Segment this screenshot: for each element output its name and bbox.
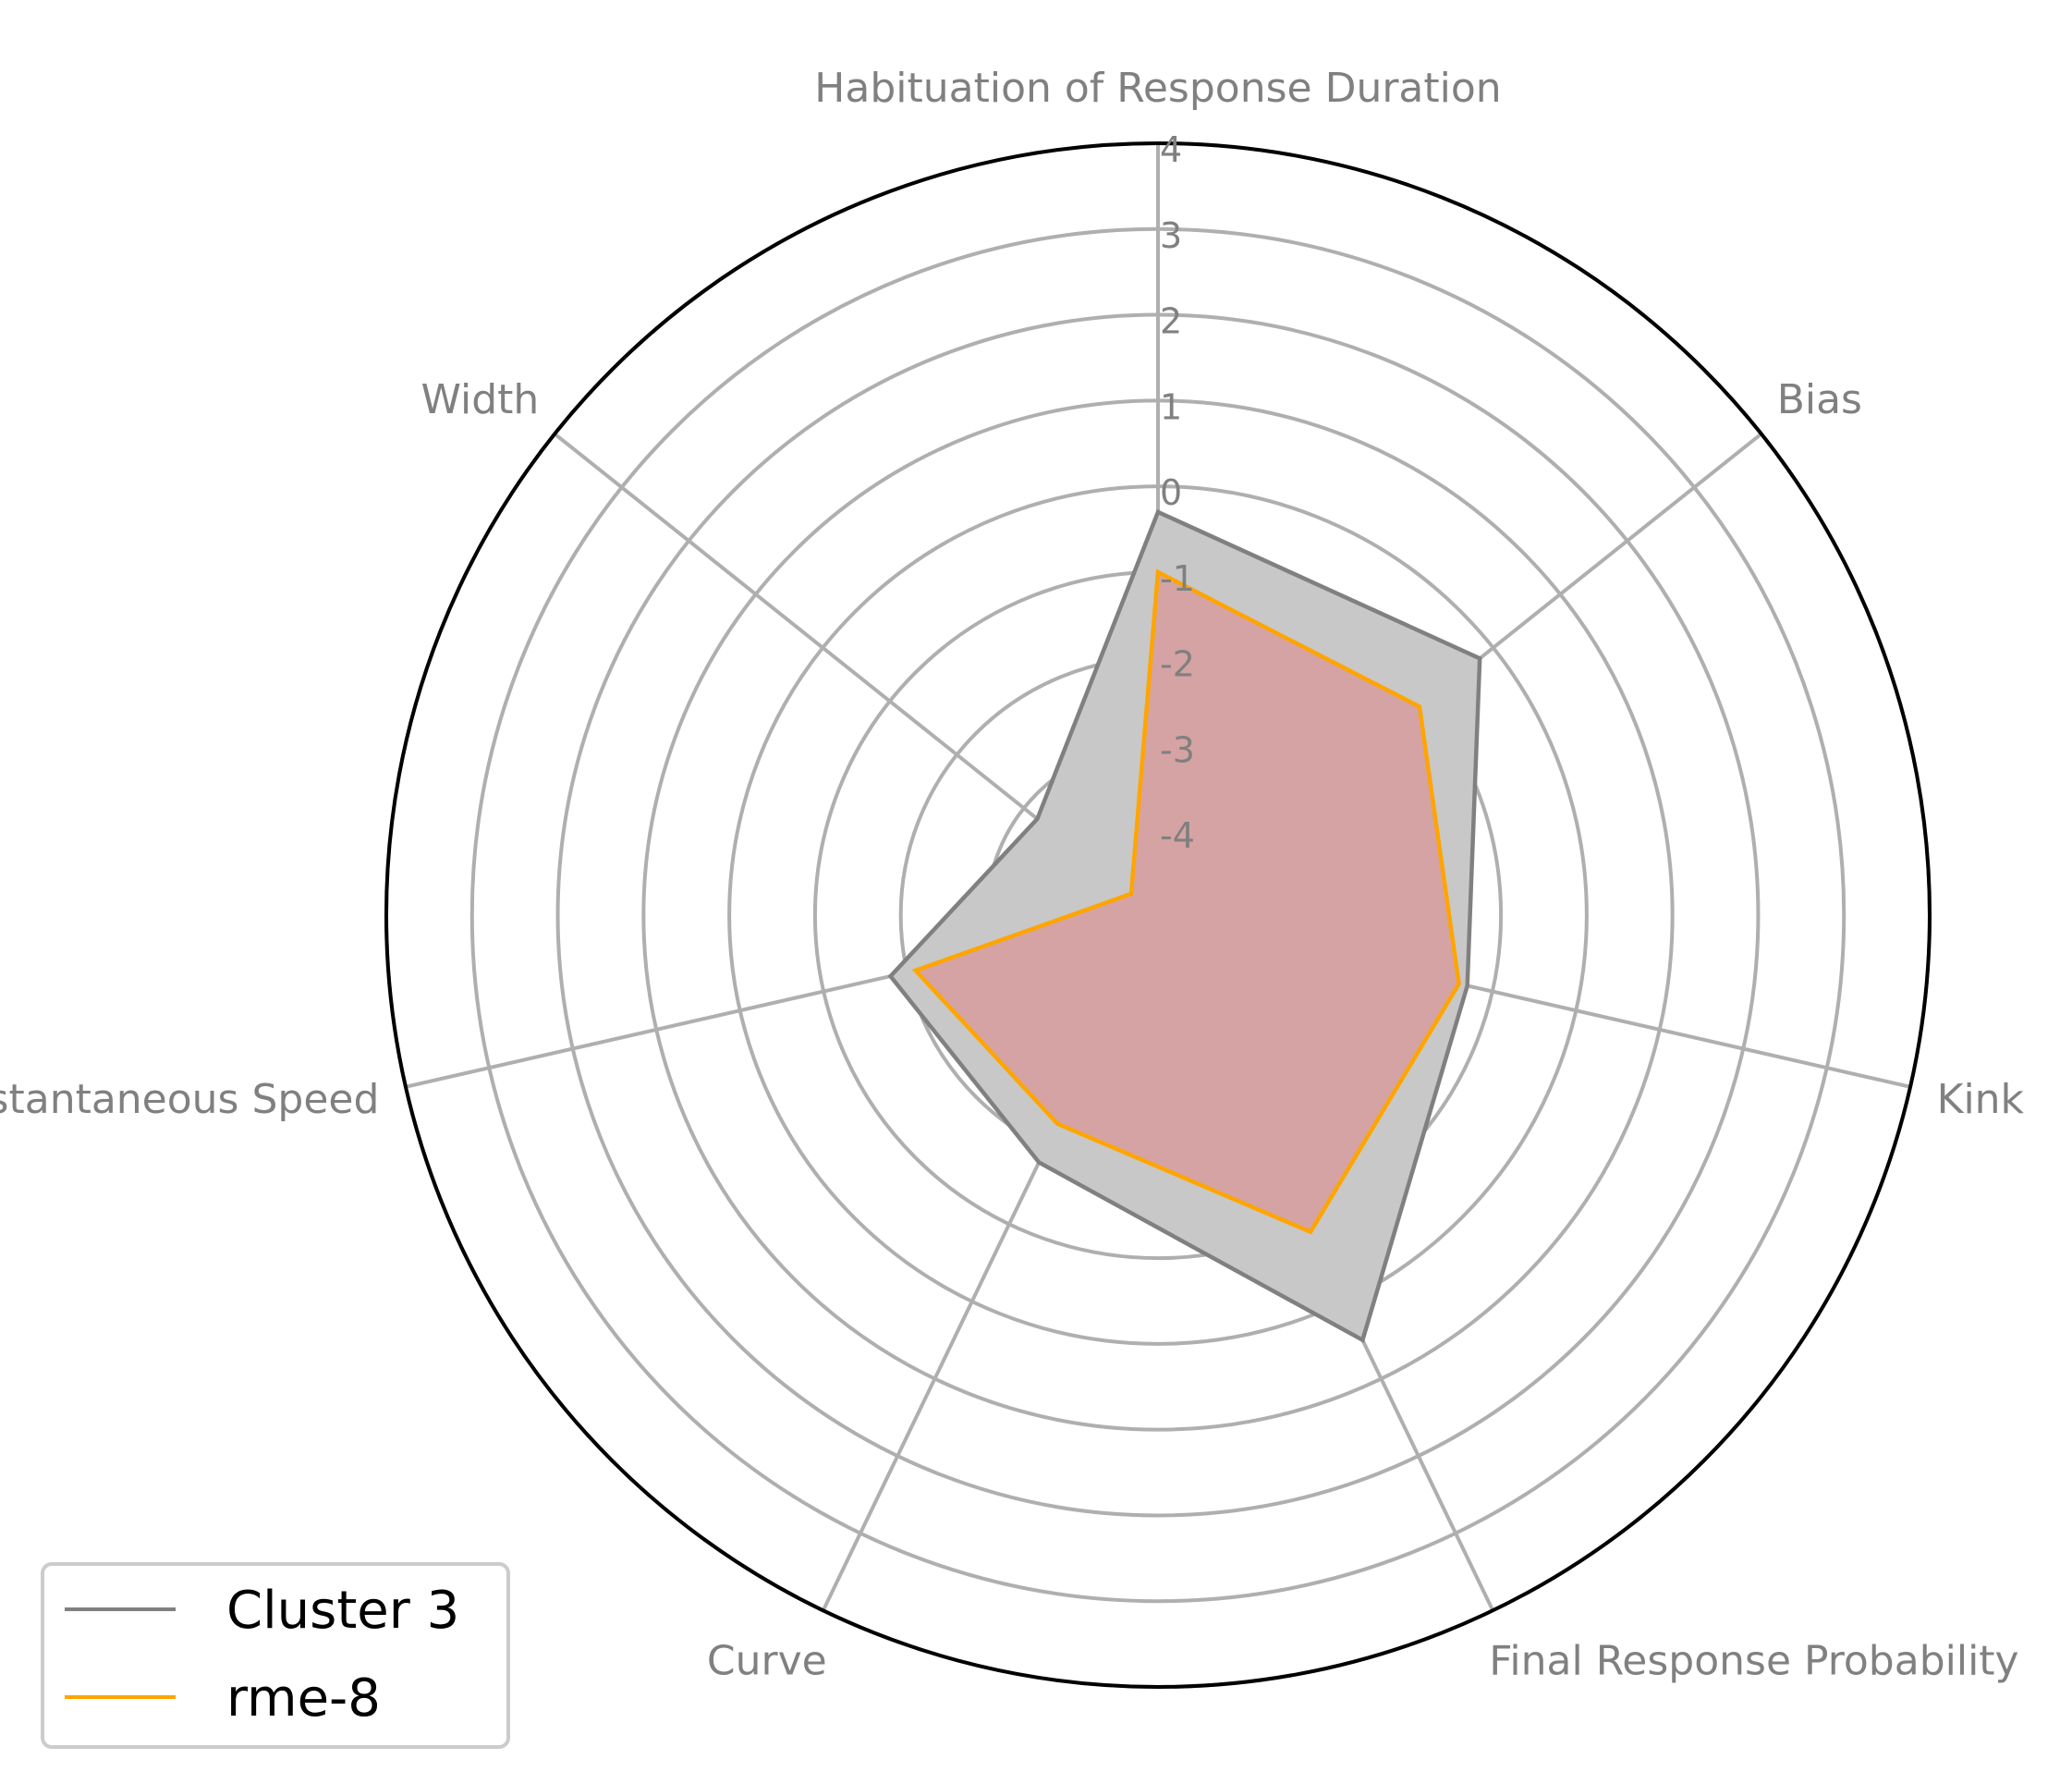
axis-label: Habituation of Response Duration — [814, 65, 1501, 112]
axis-label: Final Response Probability — [1489, 1637, 2018, 1684]
tick-label: 4 — [1160, 129, 1182, 170]
tick-label: 2 — [1160, 301, 1182, 342]
tick-label: -3 — [1160, 729, 1195, 770]
tick-labels: -4 -3 -2 -1 0 1 2 3 4 — [1160, 129, 1195, 856]
axis-label: Kink — [1937, 1076, 2025, 1123]
legend: Cluster 3 rme-8 — [41, 1562, 510, 1749]
axis-label: Bias — [1777, 376, 1862, 423]
tick-label: -1 — [1160, 558, 1195, 599]
series-fill-rme-8 — [915, 571, 1459, 1232]
legend-label-rme-8: rme-8 — [226, 1668, 381, 1729]
tick-label: 0 — [1160, 472, 1182, 513]
series-line-cluster-3 — [887, 508, 1482, 1344]
outer-frame — [384, 141, 1932, 1689]
tick-label: 1 — [1160, 386, 1182, 427]
series-line-rme-8 — [911, 568, 1461, 1235]
axis-labels: Habituation of Response Duration Bias Kink… — [0, 65, 2025, 1684]
axis-label: Curve — [707, 1637, 827, 1684]
axis-label: Instantaneous Speed — [0, 1076, 379, 1123]
tick-label: -4 — [1160, 815, 1195, 856]
axis-label: Width — [420, 376, 539, 423]
series-layer — [887, 508, 1482, 1344]
tick-label: 3 — [1160, 215, 1182, 256]
tick-label: -2 — [1160, 644, 1195, 685]
legend-label-cluster-3: Cluster 3 — [226, 1581, 459, 1641]
